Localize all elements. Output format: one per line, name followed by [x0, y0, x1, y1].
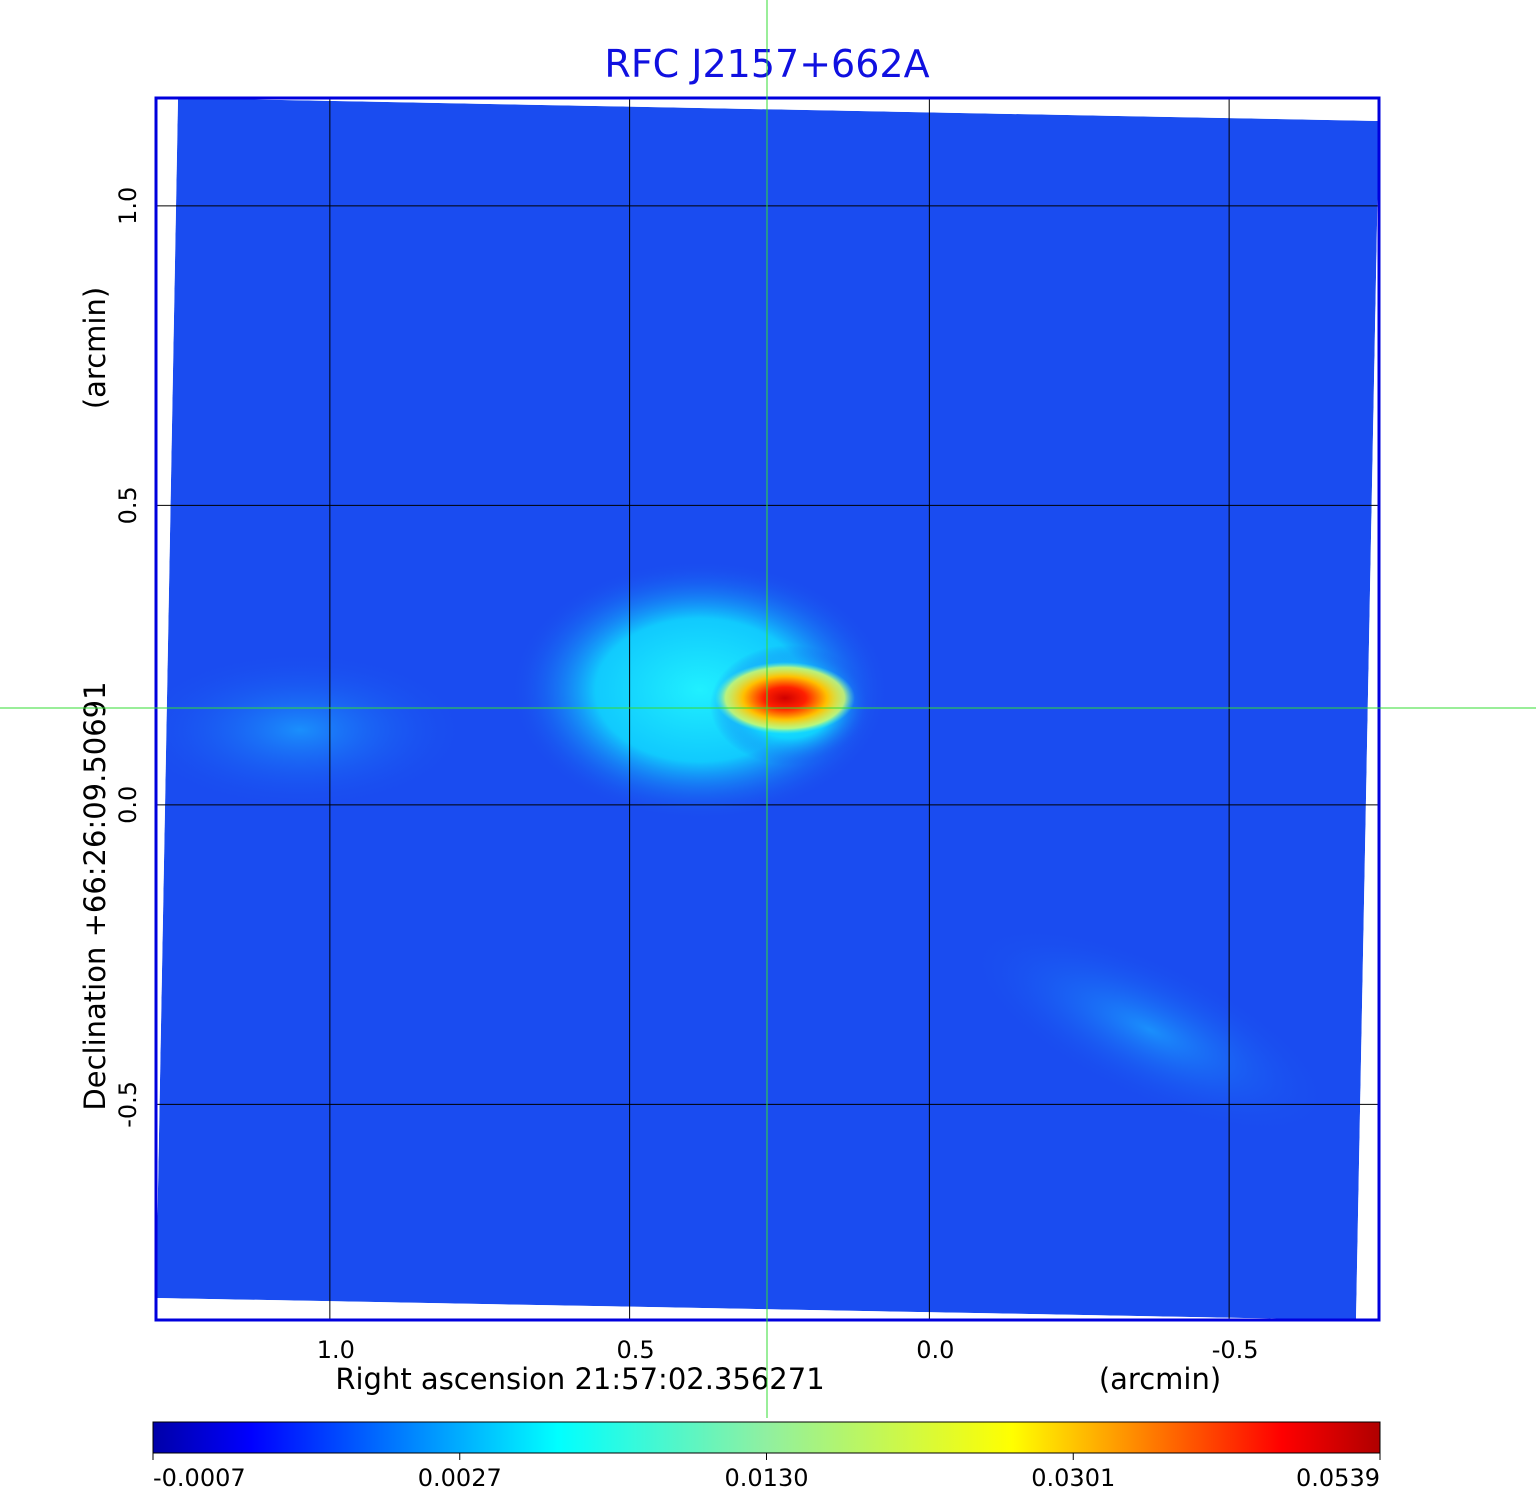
x-axis-unit: (arcmin): [1099, 1362, 1221, 1396]
colorbar-tick-label: 0.0027: [418, 1464, 502, 1492]
colorbar-tick-label: 0.0130: [725, 1464, 809, 1492]
colorbar-tick-label: 0.0301: [1031, 1464, 1115, 1492]
x-tick-label: 1.0: [317, 1336, 355, 1364]
x-axis-label: Right ascension 21:57:02.356271: [335, 1362, 824, 1396]
y-tick-label: 1.0: [114, 187, 142, 225]
colorbar: [152, 1421, 1381, 1454]
emission-extension-southeast: [966, 924, 1334, 1136]
y-tick-label: 0.5: [114, 486, 142, 524]
x-tick-label: -0.5: [1212, 1336, 1259, 1364]
x-tick-label: 0.5: [617, 1336, 655, 1364]
y-tick-label: -0.5: [114, 1081, 142, 1128]
y-axis-unit: (arcmin): [78, 287, 112, 409]
emission-extension-west: [156, 650, 470, 810]
colorbar-tick-label: 0.0539: [1296, 1464, 1380, 1492]
emission-peak: [715, 662, 855, 734]
y-tick-labels: 1.0 0.5 0.0 -0.5: [114, 187, 142, 1128]
colorbar-ticks: -0.0007 0.0027 0.0130 0.0301 0.0539: [152, 1453, 1381, 1492]
colorbar-tick-label: -0.0007: [153, 1464, 246, 1492]
x-tick-label: 0.0: [916, 1336, 954, 1364]
sky-map: [156, 98, 1379, 1320]
y-axis-label: Declination +66:26:09.50691: [78, 681, 112, 1110]
y-tick-label: 0.0: [114, 786, 142, 824]
x-tick-labels: 1.0 0.5 0.0 -0.5: [317, 1336, 1259, 1364]
